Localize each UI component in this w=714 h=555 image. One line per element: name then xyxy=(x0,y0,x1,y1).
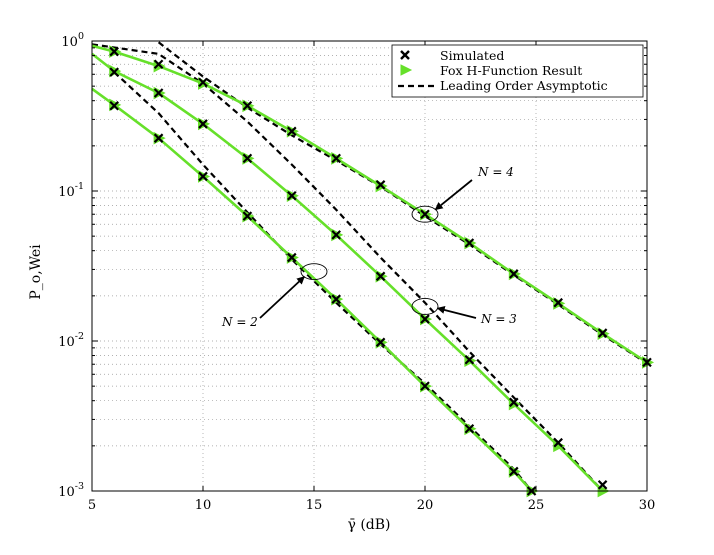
y-tick-label: 10-3 xyxy=(58,481,84,500)
x-tick-label: 10 xyxy=(195,498,212,513)
simulated-marker xyxy=(509,466,519,477)
simulated-marker xyxy=(198,77,208,88)
y-tick-label: 100 xyxy=(61,31,84,50)
simulated-marker xyxy=(242,153,253,164)
legend: Simulated Fox H-Function Result Leading … xyxy=(391,44,644,98)
annotation-label: N = 4 xyxy=(477,165,514,179)
legend-label-simulated: Simulated xyxy=(440,48,504,63)
annotation-label: N = 3 xyxy=(480,312,517,326)
legend-label-fox-h: Fox H-Function Result xyxy=(440,63,582,78)
simulated-marker xyxy=(331,153,341,164)
simulated-marker xyxy=(375,271,386,282)
grid xyxy=(92,41,647,491)
legend-box xyxy=(391,44,644,98)
simulated-marker xyxy=(109,46,119,57)
simulated-marker xyxy=(331,230,341,240)
legend-label-asymptotic: Leading Order Asymptotic xyxy=(440,78,608,93)
simulated-marker xyxy=(375,337,386,348)
axis-ticks: 5 10 15 20 25 30 10-3 10-2 10-1 100 xyxy=(58,31,655,513)
simulated-marker xyxy=(287,126,297,137)
simulated-marker xyxy=(464,354,475,365)
simulated-marker xyxy=(509,397,519,408)
simulated-marker xyxy=(375,180,386,190)
x-tick-label: 20 xyxy=(417,498,434,513)
annotation-ellipse xyxy=(411,205,439,223)
x-tick-label: 25 xyxy=(528,498,545,513)
simulated-marker xyxy=(597,480,608,490)
y-tick-label: 10-1 xyxy=(58,181,84,200)
simulated-marker xyxy=(198,171,208,182)
simulated-marker xyxy=(287,252,297,263)
plot-frame xyxy=(91,40,648,492)
legend-marker-simulated xyxy=(400,50,410,60)
simulated-marker xyxy=(509,269,519,279)
x-tick-label: 5 xyxy=(88,498,96,513)
simulated-marker xyxy=(287,190,297,201)
simulated-marker xyxy=(153,59,164,70)
annotation-arrow xyxy=(436,306,477,319)
simulated-marker xyxy=(553,437,563,448)
annotation-arrow xyxy=(434,179,473,211)
annotation-label: N = 2 xyxy=(221,315,258,329)
simulated-marker xyxy=(420,209,430,220)
y-axis-label: P_o,Wei xyxy=(28,244,44,300)
simulated-marker xyxy=(420,314,430,324)
simulated-marker xyxy=(109,67,119,77)
simulated-marker xyxy=(464,238,475,248)
x-axis-label: γ̄ (dB) xyxy=(348,517,391,533)
asymptotic-line-series-1 xyxy=(91,43,604,492)
fox-h-line-series-0 xyxy=(91,87,533,492)
simulated-marker xyxy=(242,211,253,221)
annotation-ellipse xyxy=(300,263,328,281)
y-tick-label: 10-2 xyxy=(58,331,84,350)
simulated-marker xyxy=(153,133,164,143)
fox-h-line-series-2 xyxy=(91,44,648,364)
simulated-marker xyxy=(597,328,608,338)
simulated-marker xyxy=(198,119,208,129)
simulated-marker xyxy=(242,100,253,111)
simulated-markers xyxy=(109,46,652,496)
legend-marker-fox-h xyxy=(400,64,413,76)
x-tick-label: 30 xyxy=(639,498,656,513)
simulated-marker xyxy=(420,381,430,391)
simulated-marker xyxy=(464,423,475,434)
x-tick-label: 15 xyxy=(306,498,323,513)
simulated-marker xyxy=(331,294,341,304)
simulated-marker xyxy=(153,88,164,98)
annotations: N = 4 N = 3 N = 2 xyxy=(221,165,517,329)
annotation-arrow xyxy=(259,276,305,319)
simulated-marker xyxy=(553,297,563,308)
simulated-marker xyxy=(109,100,119,111)
